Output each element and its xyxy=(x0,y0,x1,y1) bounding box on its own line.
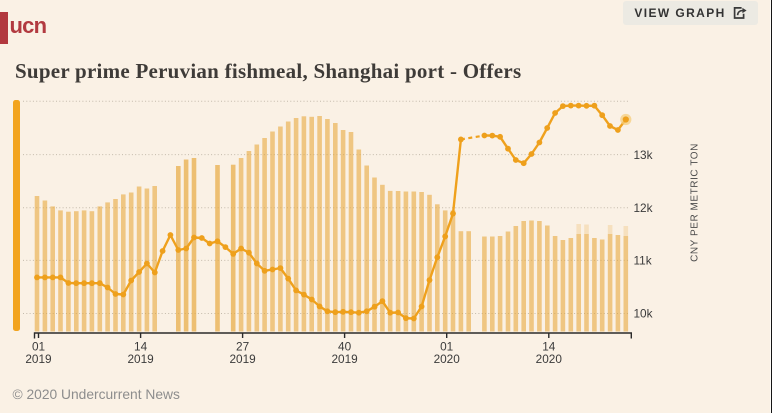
svg-text:2019: 2019 xyxy=(25,352,51,366)
svg-text:01: 01 xyxy=(440,340,453,354)
svg-text:12k: 12k xyxy=(634,201,653,215)
svg-text:2019: 2019 xyxy=(229,352,255,366)
svg-text:CNY PER METRIC TON: CNY PER METRIC TON xyxy=(690,143,701,262)
svg-text:14: 14 xyxy=(542,340,556,354)
svg-text:2020: 2020 xyxy=(434,352,461,366)
svg-text:14: 14 xyxy=(134,340,148,354)
svg-text:40: 40 xyxy=(338,340,352,354)
svg-text:27: 27 xyxy=(236,340,249,354)
svg-text:2020: 2020 xyxy=(536,352,563,366)
svg-text:11k: 11k xyxy=(634,254,652,268)
svg-text:10k: 10k xyxy=(634,307,653,321)
svg-text:13k: 13k xyxy=(634,148,653,162)
svg-text:01: 01 xyxy=(32,340,45,354)
svg-text:2019: 2019 xyxy=(331,352,357,366)
svg-text:2019: 2019 xyxy=(127,352,153,366)
